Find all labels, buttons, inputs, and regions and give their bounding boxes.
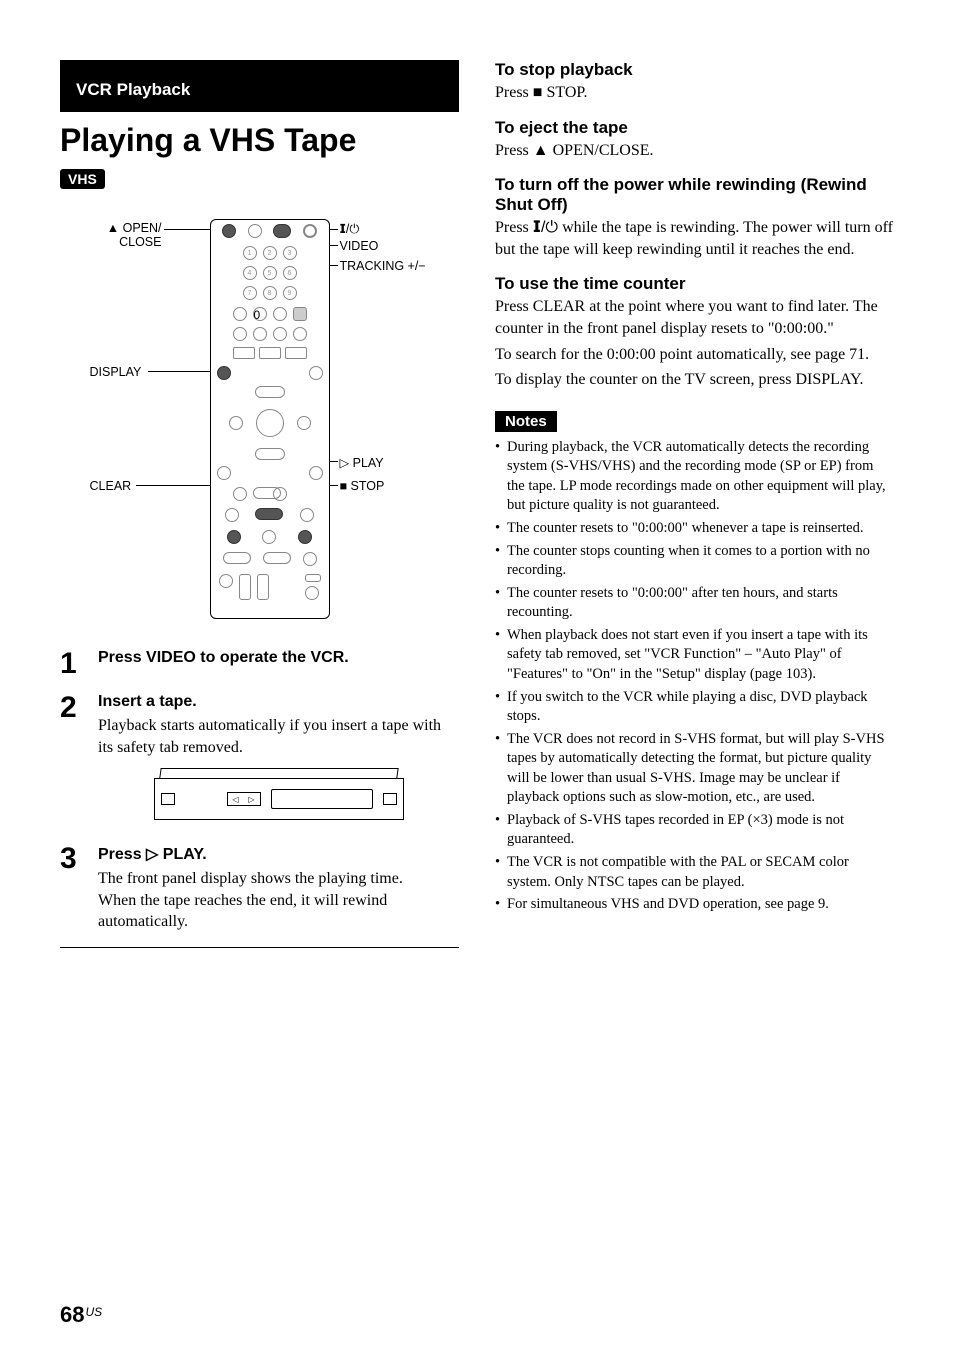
step-3: 3 Press ▷ PLAY. The front panel display … [60, 844, 459, 933]
paragraph: Press 𝗜/⏻ while the tape is rewinding. T… [495, 217, 894, 260]
vcr-illustration: ◁▷ [154, 768, 404, 820]
step-number: 3 [60, 844, 86, 933]
power-icon: 𝗜/⏻ [533, 219, 558, 236]
label-video: VIDEO [340, 239, 379, 253]
note-item: When playback does not start even if you… [495, 626, 894, 685]
subheading-rewind-shutoff: To turn off the power while rewinding (R… [495, 175, 894, 215]
remote-diagram: ▲ OPEN/ CLOSE DISPLAY CLEAR 𝗜/⏻ VIDEO TR… [90, 219, 430, 619]
subheading-eject: To eject the tape [495, 118, 894, 138]
vhs-badge: VHS [60, 169, 105, 189]
paragraph: To search for the 0:00:00 point automati… [495, 344, 894, 366]
eject-icon: ▲ [533, 142, 549, 159]
label-tracking: TRACKING +/− [340, 259, 426, 273]
paragraph: Press ▲ OPEN/CLOSE. [495, 140, 894, 162]
note-item: The VCR is not compatible with the PAL o… [495, 853, 894, 892]
note-item: For simultaneous VHS and DVD operation, … [495, 895, 894, 915]
paragraph: Press ■ STOP. [495, 82, 894, 104]
note-item: If you switch to the VCR while playing a… [495, 688, 894, 727]
step-heading: Press ▷ PLAY. [98, 844, 459, 864]
page-region: US [85, 1305, 102, 1319]
note-item: The counter resets to "0:00:00" after te… [495, 584, 894, 623]
subheading-stop: To stop playback [495, 60, 894, 80]
stop-icon: ■ [340, 479, 348, 493]
play-icon: ▷ [146, 846, 158, 863]
subheading-time-counter: To use the time counter [495, 274, 894, 294]
step-number: 2 [60, 693, 86, 830]
page-footer: 68US [60, 1302, 102, 1328]
page-number: 68 [60, 1302, 84, 1327]
eject-icon: ▲ [107, 221, 119, 235]
page-title: Playing a VHS Tape [60, 122, 459, 159]
note-item: Playback of S-VHS tapes recorded in EP (… [495, 811, 894, 850]
step-body: Playback starts automatically if you ins… [98, 715, 459, 758]
step-heading: Insert a tape. [98, 693, 459, 711]
step-1: 1 Press VIDEO to operate the VCR. [60, 649, 459, 679]
remote-body: 123 456 789 0 [210, 219, 330, 619]
step-number: 1 [60, 649, 86, 679]
note-item: During playback, the VCR automatically d… [495, 438, 894, 516]
stop-icon: ■ [533, 84, 543, 101]
paragraph: Press CLEAR at the point where you want … [495, 296, 894, 339]
label-power: 𝗜/⏻ [340, 221, 360, 237]
step-body: The front panel display shows the playin… [98, 868, 459, 933]
play-icon: ▷ [340, 456, 350, 470]
label-open-close: OPEN/ CLOSE [119, 221, 161, 249]
notes-heading: Notes [495, 411, 557, 432]
step-2: 2 Insert a tape. Playback starts automat… [60, 693, 459, 830]
note-item: The VCR does not record in S-VHS format,… [495, 730, 894, 808]
note-item: The counter stops counting when it comes… [495, 542, 894, 581]
label-play: PLAY [353, 456, 384, 470]
label-display: DISPLAY [90, 365, 142, 379]
section-banner: VCR Playback [60, 60, 459, 112]
paragraph: To display the counter on the TV screen,… [495, 369, 894, 391]
label-stop: STOP [351, 479, 385, 493]
step-heading: Press VIDEO to operate the VCR. [98, 649, 459, 667]
note-item: The counter resets to "0:00:00" whenever… [495, 519, 894, 539]
notes-list: During playback, the VCR automatically d… [495, 438, 894, 915]
label-clear: CLEAR [90, 479, 132, 493]
